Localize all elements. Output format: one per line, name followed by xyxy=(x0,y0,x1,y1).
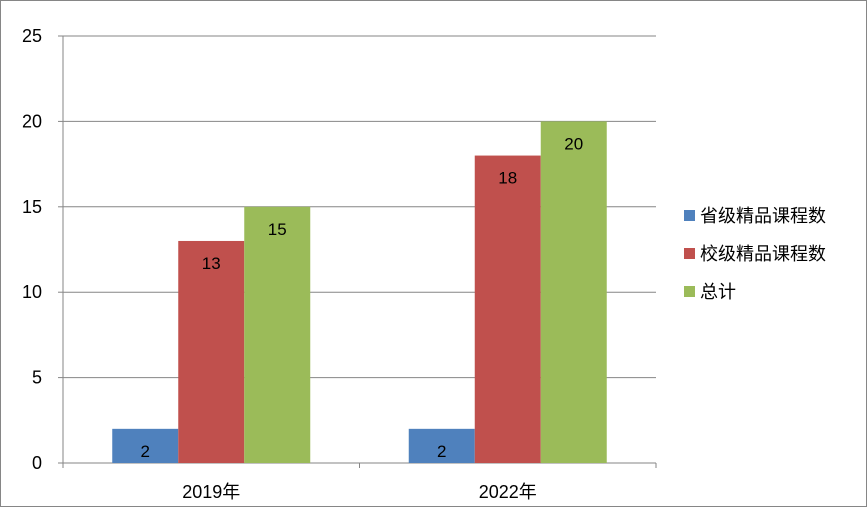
legend-swatch xyxy=(684,248,695,259)
legend-label: 总计 xyxy=(700,282,736,303)
data-label: 2 xyxy=(437,442,446,461)
data-label: 2 xyxy=(141,442,150,461)
y-tick-label: 10 xyxy=(22,282,42,302)
data-label: 13 xyxy=(202,254,221,273)
bar xyxy=(540,121,607,464)
x-tick-label: 2022年 xyxy=(479,482,537,502)
y-tick-label: 15 xyxy=(22,197,42,217)
y-tick-label: 0 xyxy=(32,453,42,473)
legend-label: 校级精品课程数 xyxy=(700,244,826,265)
bar xyxy=(112,428,179,463)
legend-swatch xyxy=(684,286,695,297)
y-tick-label: 5 xyxy=(32,368,42,388)
data-label: 15 xyxy=(268,220,287,239)
legend-label: 省级精品课程数 xyxy=(700,206,826,227)
bar xyxy=(178,240,245,463)
bar xyxy=(408,428,475,463)
bar xyxy=(244,206,311,464)
legend-swatch xyxy=(684,210,695,221)
data-label: 18 xyxy=(498,169,517,188)
x-tick-label: 2019年 xyxy=(182,482,240,502)
bar xyxy=(474,155,541,463)
y-tick-label: 25 xyxy=(22,26,42,46)
data-label: 20 xyxy=(564,134,583,153)
y-tick-label: 20 xyxy=(22,111,42,131)
